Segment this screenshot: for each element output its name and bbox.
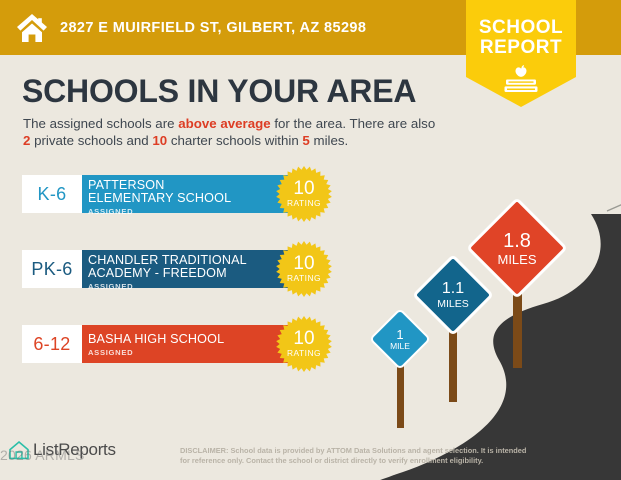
grade-range-1: K-6 — [22, 175, 82, 213]
school-info-3: BASHA HIGH SCHOOL ASSIGNED — [82, 325, 307, 363]
logo-text: ListReports — [33, 440, 116, 459]
school-info-1: PATTERSON ELEMENTARY SCHOOL ASSIGNED — [82, 175, 307, 216]
disclaimer-text: DISCLAIMER: School data is provided by A… — [180, 446, 527, 465]
sunburst-icon — [276, 316, 332, 372]
distance-illustration: 1.8 MILES 1.1 MILES 1 MILE — [355, 180, 621, 480]
subtitle-part-3: private schools and — [30, 133, 153, 148]
page-subtitle: The assigned schools are above average f… — [23, 115, 443, 149]
school-name-1: PATTERSON ELEMENTARY SCHOOL — [88, 178, 232, 205]
header-divider-right — [575, 0, 621, 55]
winding-road-graphic — [362, 204, 621, 480]
distance-unit-1: MILE — [390, 340, 410, 351]
subtitle-highlight-rating: above average — [178, 116, 271, 131]
subtitle-part-2: for the area. There are also — [270, 116, 436, 131]
school-status-1: ASSIGNED — [88, 206, 134, 216]
subtitle-highlight-charter-count: 10 — [152, 133, 168, 148]
subtitle-highlight-private-count: 2 — [23, 133, 31, 148]
badge-line-2: REPORT — [479, 37, 563, 58]
distance-value-2: 1.1 — [441, 279, 465, 297]
subtitle-highlight-radius: 5 — [302, 133, 310, 148]
school-rating-seal-3: 10 RATING — [276, 316, 332, 372]
property-address: 2827 E MUIRFIELD ST, GILBERT, AZ 85298 — [60, 19, 367, 36]
mls-watermark: 2026 ARMLS — [0, 447, 85, 463]
subtitle-part-4: charter schools within — [167, 133, 303, 148]
distance-sign-3: 1.8 MILES — [466, 197, 568, 368]
school-name-3: BASHA HIGH SCHOOL — [88, 332, 225, 346]
listreports-logo[interactable]: ListReports — [8, 440, 116, 460]
distance-value-3: 1.8 — [503, 229, 531, 252]
school-info-2: CHANDLER TRADITIONAL ACADEMY - FREEDOM A… — [82, 250, 307, 291]
house-outline-icon — [9, 440, 29, 460]
distance-unit-3: MILES — [497, 251, 537, 267]
distance-sign-2: 1.1 MILES — [411, 253, 498, 402]
school-rating-seal-1: 10 RATING — [276, 166, 332, 222]
apple-on-books-icon — [504, 65, 538, 92]
sunburst-icon — [276, 166, 332, 222]
header-address-group: 2827 E MUIRFIELD ST, GILBERT, AZ 85298 — [0, 0, 366, 55]
school-report-badge: SCHOOL REPORT — [466, 0, 576, 107]
grade-range-3: 6-12 — [22, 325, 82, 363]
school-row-2[interactable]: PK-6 CHANDLER TRADITIONAL ACADEMY - FREE… — [22, 250, 307, 291]
school-row-3[interactable]: 6-12 BASHA HIGH SCHOOL ASSIGNED — [22, 325, 307, 363]
school-rating-seal-2: 10 RATING — [276, 241, 332, 297]
school-status-3: ASSIGNED — [88, 347, 134, 357]
subtitle-part-5: miles. — [309, 133, 349, 148]
badge-line-1: SCHOOL — [478, 17, 564, 38]
school-row-1[interactable]: K-6 PATTERSON ELEMENTARY SCHOOL ASSIGNED — [22, 175, 307, 216]
distance-sign-1: 1 MILE — [368, 307, 437, 428]
header-divider-left — [460, 0, 466, 55]
school-status-2: ASSIGNED — [88, 281, 134, 291]
subtitle-part-1: The assigned schools are — [23, 116, 179, 131]
home-icon — [17, 13, 47, 42]
sunburst-icon — [276, 241, 332, 297]
distance-unit-2: MILES — [437, 297, 469, 310]
distance-value-1: 1 — [396, 326, 404, 342]
grade-range-2: PK-6 — [22, 250, 82, 288]
page-title: SCHOOLS IN YOUR AREA — [22, 73, 417, 109]
school-name-2: CHANDLER TRADITIONAL ACADEMY - FREEDOM — [88, 253, 247, 280]
